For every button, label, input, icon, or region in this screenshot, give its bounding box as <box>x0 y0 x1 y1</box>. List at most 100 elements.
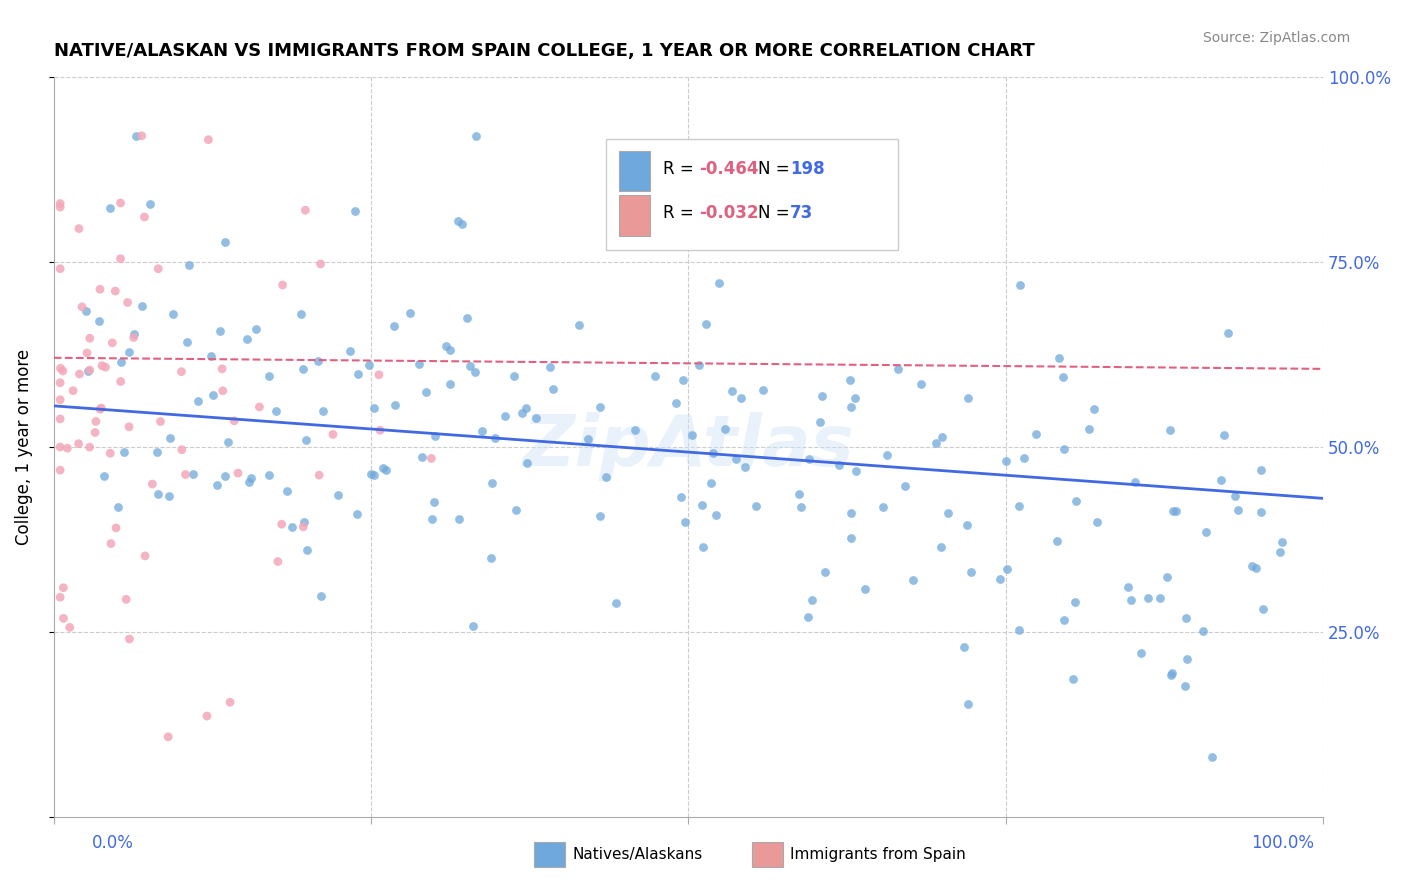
Point <box>368 423 391 437</box>
Point <box>295 434 318 448</box>
Point <box>181 467 204 482</box>
Text: ZipAtlas: ZipAtlas <box>523 412 855 481</box>
Point <box>1174 679 1197 693</box>
Point <box>110 252 132 266</box>
Point <box>162 307 184 321</box>
Point <box>239 471 262 485</box>
Point <box>344 204 367 219</box>
Point <box>134 210 156 224</box>
Point <box>925 435 948 450</box>
Point <box>79 363 101 377</box>
Point <box>415 384 437 399</box>
Point <box>665 396 688 410</box>
Text: R =: R = <box>664 160 699 178</box>
Point <box>292 520 315 534</box>
Point <box>673 515 696 529</box>
Point <box>464 365 486 379</box>
Point <box>149 415 172 429</box>
Point <box>259 368 281 383</box>
Point <box>245 322 267 336</box>
Point <box>49 376 72 390</box>
Point <box>1166 504 1188 518</box>
Point <box>839 400 862 414</box>
Point <box>936 507 959 521</box>
Point <box>730 391 752 405</box>
Point <box>217 435 239 450</box>
Point <box>157 730 180 744</box>
Point <box>876 449 898 463</box>
Point <box>267 555 290 569</box>
Point <box>134 549 156 563</box>
Point <box>853 582 876 597</box>
Point <box>79 331 101 345</box>
Point <box>52 581 75 595</box>
Point <box>89 314 111 328</box>
Point <box>200 349 222 363</box>
Point <box>89 402 111 417</box>
Point <box>479 551 502 566</box>
Point <box>49 361 72 376</box>
Point <box>311 589 333 603</box>
Point <box>52 611 75 625</box>
Text: Natives/Alaskans: Natives/Alaskans <box>572 847 703 862</box>
Point <box>461 618 484 632</box>
Text: 73: 73 <box>790 204 813 222</box>
Text: -0.464: -0.464 <box>699 160 758 178</box>
Point <box>790 500 813 514</box>
Point <box>1137 591 1160 605</box>
Point <box>1240 559 1263 574</box>
Point <box>59 620 82 634</box>
Point <box>425 429 447 443</box>
Point <box>1062 672 1084 686</box>
Point <box>295 543 318 558</box>
Point <box>125 128 148 143</box>
Point <box>211 362 233 376</box>
Point <box>49 463 72 477</box>
Point <box>195 709 218 723</box>
Point <box>1160 668 1182 682</box>
Point <box>887 362 910 376</box>
Point <box>276 484 298 499</box>
Point <box>1270 545 1292 559</box>
Point <box>1085 515 1108 529</box>
Point <box>115 592 138 607</box>
Point <box>290 307 312 321</box>
Point <box>259 467 281 482</box>
Point <box>797 452 820 467</box>
Point <box>568 318 591 332</box>
Point <box>1271 535 1294 549</box>
Point <box>79 440 101 454</box>
Point <box>1218 326 1240 340</box>
Point <box>1025 426 1047 441</box>
Point <box>247 400 270 414</box>
Point <box>797 610 820 624</box>
Point <box>960 566 983 580</box>
Point <box>957 697 980 711</box>
Point <box>1213 428 1236 442</box>
Point <box>839 531 862 545</box>
Point <box>69 367 91 381</box>
Point <box>384 399 406 413</box>
Point <box>145 445 167 459</box>
Point <box>988 572 1011 586</box>
Point <box>894 479 917 493</box>
Point <box>308 468 330 483</box>
Point <box>931 430 953 444</box>
Point <box>503 368 526 383</box>
Point <box>104 284 127 298</box>
Point <box>118 419 141 434</box>
Point <box>872 500 894 515</box>
Point <box>811 388 834 402</box>
Point <box>49 200 72 214</box>
Point <box>174 467 197 482</box>
Point <box>515 401 537 415</box>
Point <box>516 456 538 470</box>
Point <box>187 394 209 409</box>
Point <box>1250 505 1272 519</box>
Point <box>1195 524 1218 539</box>
Point <box>101 335 124 350</box>
Point <box>423 495 446 509</box>
FancyBboxPatch shape <box>619 151 651 191</box>
Text: 100.0%: 100.0% <box>1251 834 1315 852</box>
Point <box>995 454 1018 468</box>
